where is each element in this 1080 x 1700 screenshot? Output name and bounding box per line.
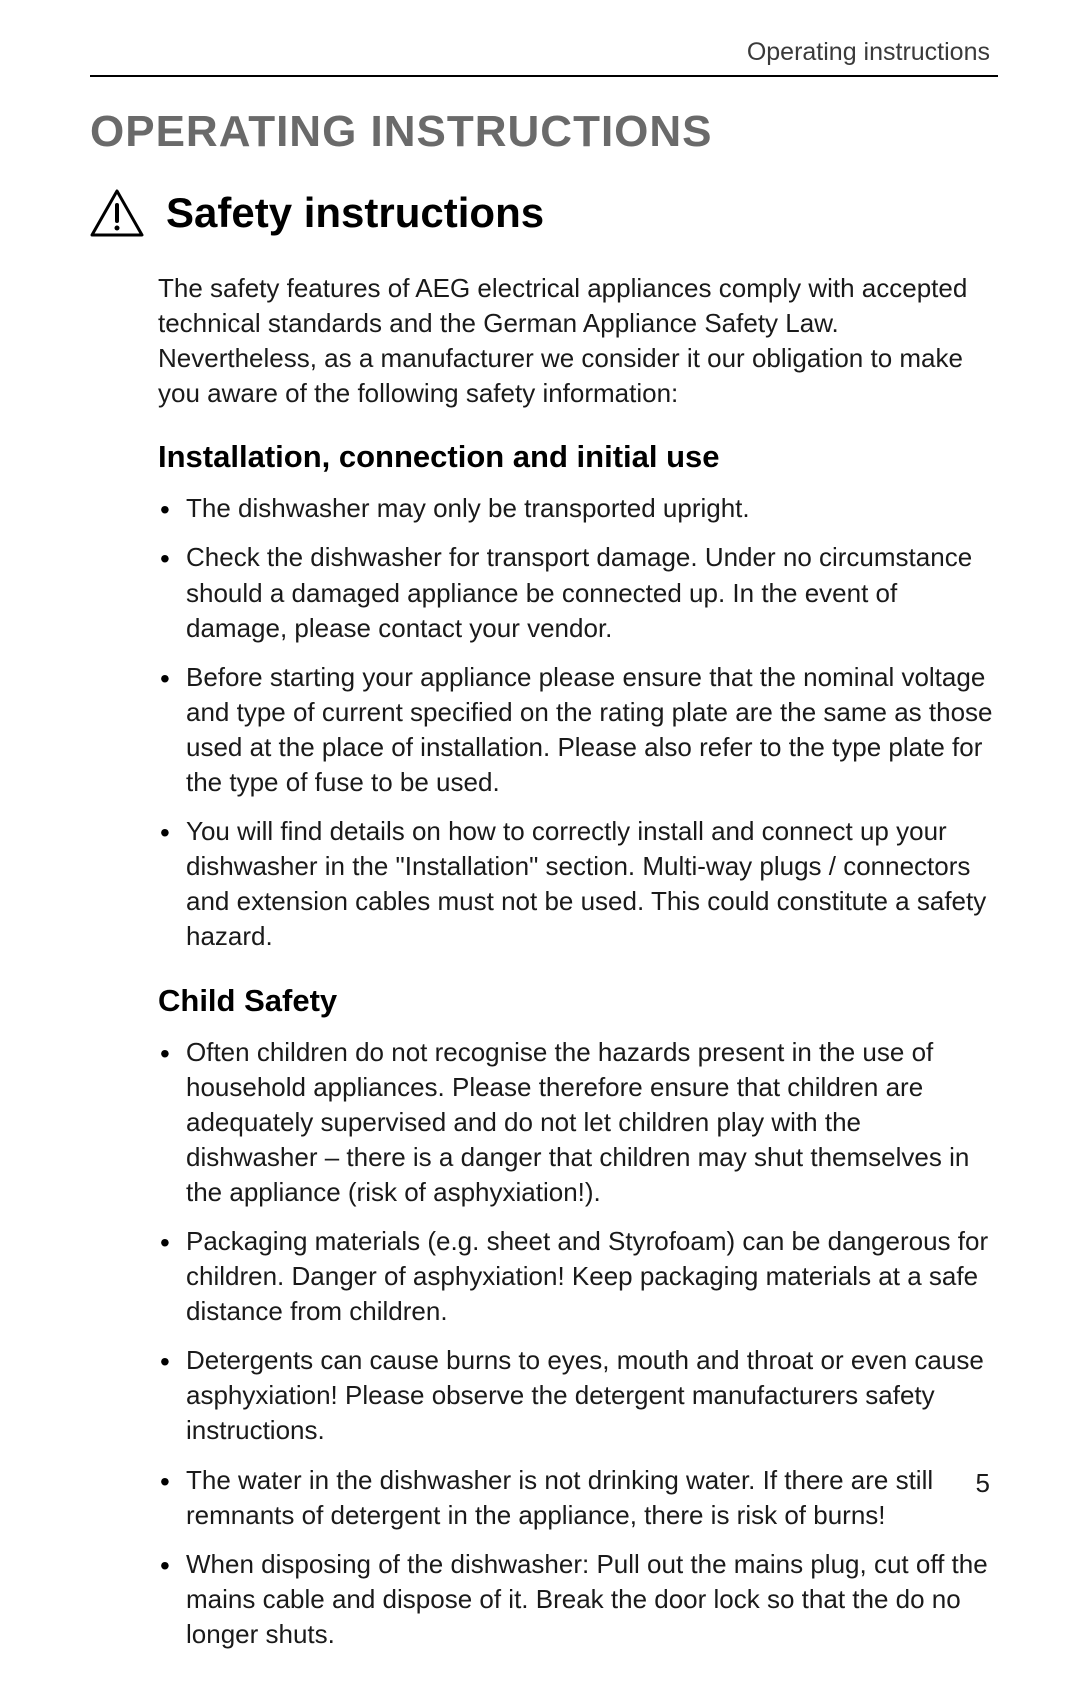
list-item: Often children do not recognise the haza… <box>158 1035 998 1210</box>
installation-heading: Installation, connection and initial use <box>158 439 998 475</box>
child-safety-list: Often children do not recognise the haza… <box>158 1035 998 1653</box>
list-item: Check the dishwasher for transport damag… <box>158 540 998 645</box>
warning-triangle-icon <box>90 189 144 237</box>
safety-heading-row: Safety instructions <box>90 189 998 237</box>
child-safety-heading: Child Safety <box>158 983 998 1019</box>
document-page: Operating instructions OPERATING INSTRUC… <box>0 0 1080 1700</box>
page-number: 5 <box>976 1468 990 1499</box>
list-item: The dishwasher may only be transported u… <box>158 491 998 526</box>
intro-paragraph: The safety features of AEG electrical ap… <box>158 271 998 411</box>
list-item: Detergents can cause burns to eyes, mout… <box>158 1343 998 1448</box>
header-divider <box>90 75 998 77</box>
running-head: Operating instructions <box>747 38 990 66</box>
list-item: The water in the dishwasher is not drink… <box>158 1463 998 1533</box>
page-title: OPERATING INSTRUCTIONS <box>90 107 998 157</box>
list-item: Packaging materials (e.g. sheet and Styr… <box>158 1224 998 1329</box>
list-item: You will find details on how to correctl… <box>158 814 998 954</box>
page-header: Operating instructions <box>90 38 998 67</box>
installation-list: The dishwasher may only be transported u… <box>158 491 998 954</box>
list-item: When disposing of the dishwasher: Pull o… <box>158 1547 998 1652</box>
content-body: The safety features of AEG electrical ap… <box>158 271 998 1652</box>
safety-instructions-heading: Safety instructions <box>166 189 544 237</box>
list-item: Before starting your appliance please en… <box>158 660 998 800</box>
